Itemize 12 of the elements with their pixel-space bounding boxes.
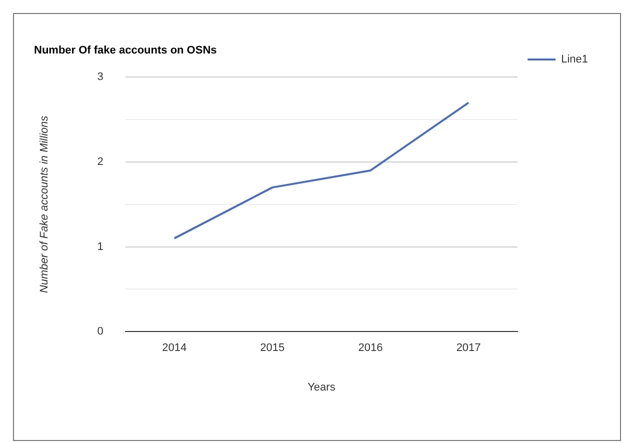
y-tick-label: 0 <box>97 326 104 338</box>
y-tick-label: 1 <box>97 240 104 253</box>
y-tick-label: 3 <box>97 71 104 84</box>
x-tick-label: 2016 <box>358 342 383 354</box>
x-tick-label: 2015 <box>260 342 285 354</box>
y-tick-label: 2 <box>97 156 104 168</box>
chart-title: Number Of fake accounts on OSNs <box>34 44 217 57</box>
x-tick-label: 2017 <box>456 342 481 354</box>
y-axis-title: Number of Fake accounts in Millions <box>38 115 51 294</box>
x-tick-label: 2014 <box>162 342 187 354</box>
legend-label: Line1 <box>561 54 588 66</box>
x-axis-title: Years <box>308 381 336 394</box>
